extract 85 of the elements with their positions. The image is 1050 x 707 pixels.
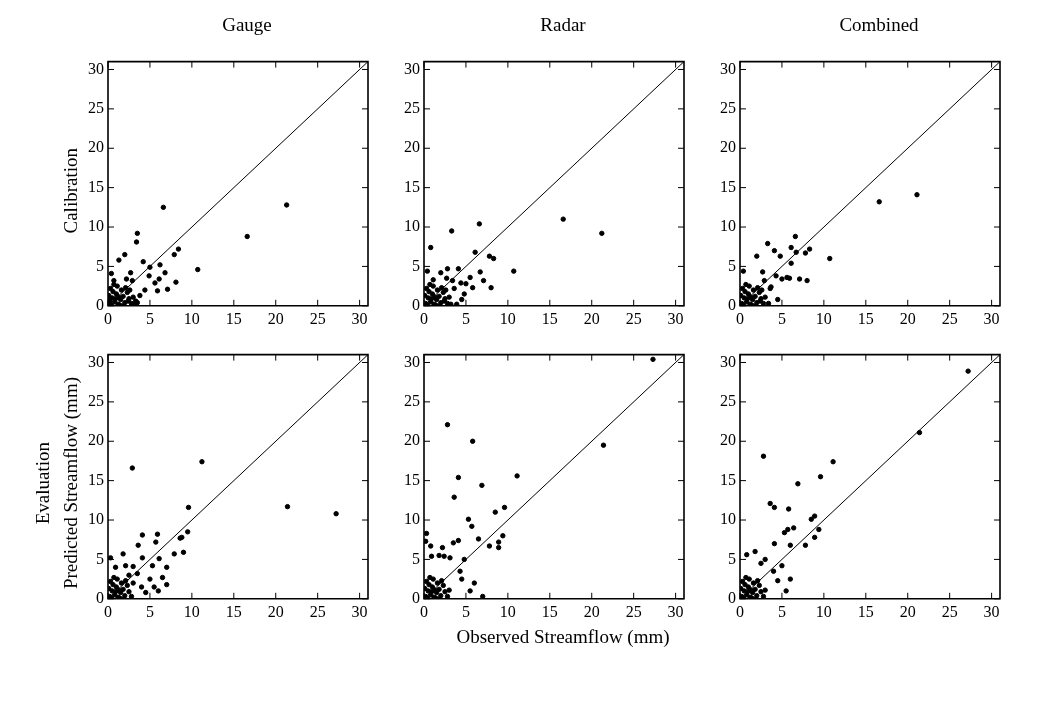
y-tick-label: 10 [88, 217, 104, 235]
y-tick-label: 5 [96, 549, 104, 567]
y-tick-label: 15 [404, 470, 420, 488]
text: Calibration [60, 147, 82, 234]
y-tick-label: 0 [728, 589, 736, 606]
x-axis-title: Observed Streamflow (mm) [455, 626, 670, 648]
x-tick-label: 25 [309, 309, 326, 327]
y-tick-label: 20 [88, 138, 104, 156]
x-tick-label: 30 [351, 309, 368, 327]
y-tick-label: 20 [404, 138, 420, 156]
x-tick-label: 25 [941, 309, 958, 327]
x-tick-label: 10 [499, 309, 516, 327]
chart-title: Gauge [221, 13, 272, 37]
y-tick-label: 20 [720, 431, 736, 449]
y-tick-label: 0 [96, 589, 104, 606]
x-tick-label: 30 [667, 309, 684, 327]
chart-title: Combined [838, 13, 919, 37]
y-tick-label: 0 [412, 589, 420, 606]
x-tick-label: 15 [541, 309, 558, 327]
y-tick-label: 30 [404, 59, 420, 77]
x-tick-label: 25 [941, 602, 958, 620]
y-tick-label: 15 [88, 470, 104, 488]
x-tick-label: 30 [667, 602, 684, 620]
y-tick-label: 5 [412, 256, 420, 274]
y-tick-label: 25 [88, 392, 104, 410]
x-tick-label: 30 [351, 602, 368, 620]
y-tick-label: 15 [404, 177, 420, 195]
x-tick-label: 25 [625, 602, 642, 620]
y-tick-label: 25 [720, 392, 736, 410]
x-tick-label: 20 [899, 309, 916, 327]
y-tick-label: 5 [728, 256, 736, 274]
x-tick-label: 20 [583, 309, 600, 327]
x-tick-label: 5 [777, 309, 786, 327]
x-tick-label: 30 [983, 309, 1000, 327]
y-tick-label: 10 [720, 217, 736, 235]
x-tick-label: 15 [541, 602, 558, 620]
x-tick-label: 10 [815, 602, 832, 620]
x-tick-label: 15 [225, 309, 242, 327]
x-tick-label: 20 [899, 602, 916, 620]
y-tick-label: 15 [720, 177, 736, 195]
x-tick-label: 30 [983, 602, 1000, 620]
chart-title: Radar [539, 13, 586, 37]
y-tick-label: 10 [88, 510, 104, 528]
x-tick-label: 10 [815, 309, 832, 327]
y-tick-label: 5 [96, 256, 104, 274]
x-tick-label: 15 [857, 309, 874, 327]
y-tick-label: 20 [88, 431, 104, 449]
x-tick-label: 5 [145, 309, 154, 327]
y-tick-label: 0 [96, 296, 104, 313]
y-tick-label: 25 [88, 99, 104, 117]
x-tick-label: 15 [225, 602, 242, 620]
x-tick-label: 5 [461, 602, 470, 620]
x-tick-label: 10 [499, 602, 516, 620]
y-tick-label: 20 [404, 431, 420, 449]
y-axis-title: Predicted Streamflow (mm) [60, 377, 82, 590]
y-tick-label: 30 [720, 59, 736, 77]
y-tick-label: 25 [404, 99, 420, 117]
y-tick-label: 10 [404, 510, 420, 528]
text: Evaluation [32, 442, 54, 525]
y-tick-label: 20 [720, 138, 736, 156]
x-tick-label: 5 [777, 602, 786, 620]
x-tick-label: 20 [583, 602, 600, 620]
x-tick-label: 25 [625, 309, 642, 327]
y-tick-label: 25 [720, 99, 736, 117]
y-tick-label: 5 [412, 549, 420, 567]
y-tick-label: 30 [88, 352, 104, 370]
y-tick-label: 10 [720, 510, 736, 528]
y-tick-label: 10 [404, 217, 420, 235]
y-tick-label: 30 [720, 352, 736, 370]
y-tick-label: 0 [728, 296, 736, 313]
y-tick-label: 0 [412, 296, 420, 313]
x-tick-label: 20 [267, 602, 284, 620]
y-tick-label: 15 [720, 470, 736, 488]
x-tick-label: 10 [183, 602, 200, 620]
x-tick-label: 20 [267, 309, 284, 327]
y-tick-label: 15 [88, 177, 104, 195]
y-tick-label: 30 [404, 352, 420, 370]
x-tick-label: 5 [145, 602, 154, 620]
x-tick-label: 25 [309, 602, 326, 620]
x-tick-label: 10 [183, 309, 200, 327]
y-tick-label: 30 [88, 59, 104, 77]
y-tick-label: 25 [404, 392, 420, 410]
x-tick-label: 5 [461, 309, 470, 327]
y-tick-label: 5 [728, 549, 736, 567]
x-tick-label: 15 [857, 602, 874, 620]
